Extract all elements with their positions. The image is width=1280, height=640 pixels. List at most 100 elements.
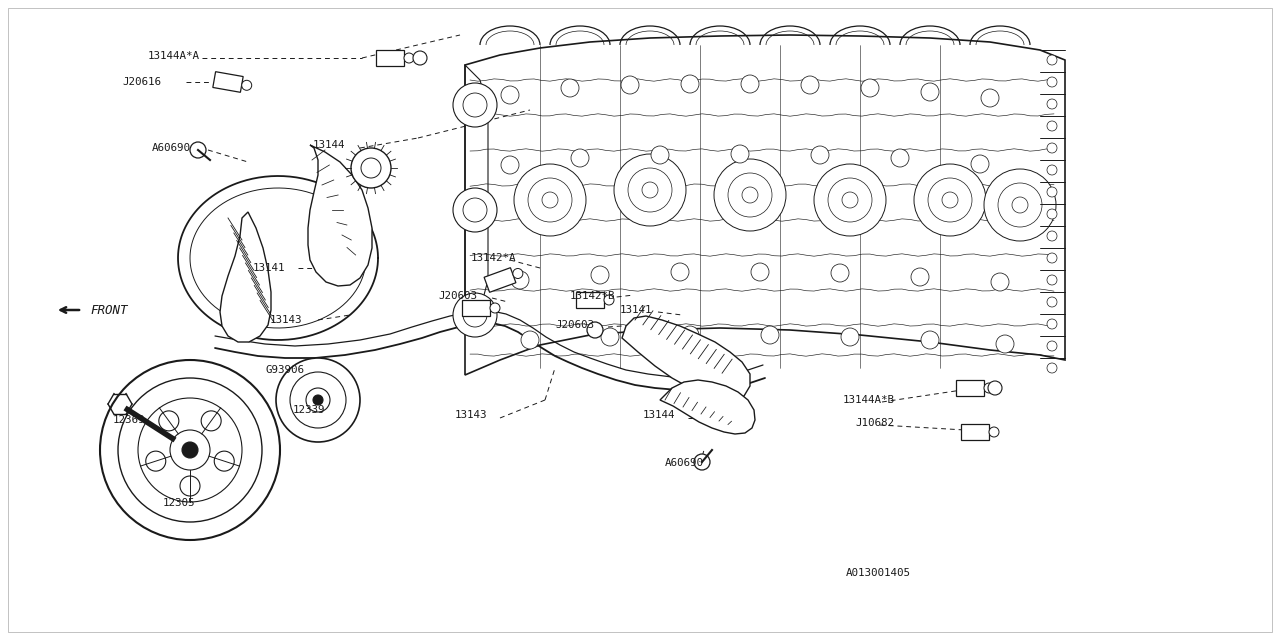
- Circle shape: [571, 149, 589, 167]
- Circle shape: [513, 269, 522, 278]
- Text: G93906: G93906: [265, 365, 305, 375]
- Circle shape: [453, 83, 497, 127]
- Circle shape: [731, 145, 749, 163]
- Circle shape: [453, 293, 497, 337]
- Circle shape: [201, 411, 221, 431]
- Text: 13144A*B: 13144A*B: [844, 395, 895, 405]
- Circle shape: [561, 79, 579, 97]
- Circle shape: [984, 169, 1056, 241]
- Circle shape: [1047, 121, 1057, 131]
- Polygon shape: [462, 300, 490, 316]
- Polygon shape: [576, 292, 604, 308]
- Circle shape: [541, 192, 558, 208]
- Circle shape: [159, 411, 179, 431]
- Circle shape: [991, 273, 1009, 291]
- Circle shape: [891, 149, 909, 167]
- Circle shape: [351, 148, 390, 188]
- Text: J10682: J10682: [855, 418, 893, 428]
- Text: J20603: J20603: [556, 320, 594, 330]
- Text: A60690: A60690: [152, 143, 191, 153]
- Circle shape: [490, 303, 500, 313]
- Text: J20603: J20603: [438, 291, 477, 301]
- Circle shape: [989, 427, 998, 437]
- Circle shape: [1047, 297, 1057, 307]
- Circle shape: [591, 266, 609, 284]
- Circle shape: [1047, 99, 1057, 109]
- Circle shape: [1047, 253, 1057, 263]
- Circle shape: [628, 168, 672, 212]
- Circle shape: [972, 155, 989, 173]
- Circle shape: [828, 178, 872, 222]
- Circle shape: [515, 164, 586, 236]
- Circle shape: [214, 451, 234, 471]
- Polygon shape: [961, 424, 989, 440]
- Text: 13144A*A: 13144A*A: [148, 51, 200, 61]
- Circle shape: [1047, 341, 1057, 351]
- Polygon shape: [308, 145, 372, 286]
- Circle shape: [180, 476, 200, 496]
- Circle shape: [1047, 143, 1057, 153]
- Polygon shape: [622, 316, 750, 400]
- Circle shape: [841, 328, 859, 346]
- Text: A013001405: A013001405: [846, 568, 911, 578]
- Circle shape: [521, 331, 539, 349]
- Circle shape: [1047, 77, 1057, 87]
- Circle shape: [1047, 231, 1057, 241]
- Circle shape: [1047, 209, 1057, 219]
- Circle shape: [511, 271, 529, 289]
- Circle shape: [463, 198, 486, 222]
- Circle shape: [681, 326, 699, 344]
- Circle shape: [404, 53, 413, 63]
- Circle shape: [984, 383, 995, 393]
- Text: 12305: 12305: [163, 498, 196, 508]
- Circle shape: [671, 263, 689, 281]
- Polygon shape: [212, 72, 243, 92]
- Circle shape: [714, 159, 786, 231]
- Text: 13143: 13143: [270, 315, 302, 325]
- Circle shape: [831, 264, 849, 282]
- Circle shape: [652, 146, 669, 164]
- Circle shape: [604, 295, 614, 305]
- Circle shape: [998, 183, 1042, 227]
- Polygon shape: [465, 35, 1065, 375]
- Circle shape: [1047, 187, 1057, 197]
- Text: A60690: A60690: [666, 458, 704, 468]
- Circle shape: [988, 381, 1002, 395]
- Text: 13144: 13144: [643, 410, 676, 420]
- Circle shape: [189, 142, 206, 158]
- Circle shape: [762, 326, 780, 344]
- Circle shape: [118, 378, 262, 522]
- Circle shape: [291, 372, 346, 428]
- Polygon shape: [484, 268, 516, 292]
- Circle shape: [500, 86, 518, 104]
- Circle shape: [842, 192, 858, 208]
- Circle shape: [138, 398, 242, 502]
- Circle shape: [996, 335, 1014, 353]
- Circle shape: [922, 331, 940, 349]
- Circle shape: [914, 164, 986, 236]
- Circle shape: [681, 75, 699, 93]
- Text: FRONT: FRONT: [90, 303, 128, 317]
- Text: 13144: 13144: [314, 140, 346, 150]
- Circle shape: [814, 164, 886, 236]
- Circle shape: [643, 182, 658, 198]
- Text: 13142*B: 13142*B: [570, 291, 616, 301]
- Polygon shape: [376, 50, 404, 66]
- Circle shape: [812, 146, 829, 164]
- Circle shape: [1047, 319, 1057, 329]
- Circle shape: [980, 89, 998, 107]
- Circle shape: [413, 51, 428, 65]
- Polygon shape: [660, 380, 755, 434]
- Circle shape: [861, 79, 879, 97]
- Circle shape: [922, 83, 940, 101]
- Text: 12339: 12339: [293, 405, 325, 415]
- Circle shape: [942, 192, 957, 208]
- Circle shape: [1012, 197, 1028, 213]
- Circle shape: [314, 395, 323, 405]
- Circle shape: [694, 454, 710, 470]
- Circle shape: [463, 303, 486, 327]
- Circle shape: [751, 263, 769, 281]
- Circle shape: [602, 328, 620, 346]
- Circle shape: [614, 154, 686, 226]
- Circle shape: [588, 322, 603, 338]
